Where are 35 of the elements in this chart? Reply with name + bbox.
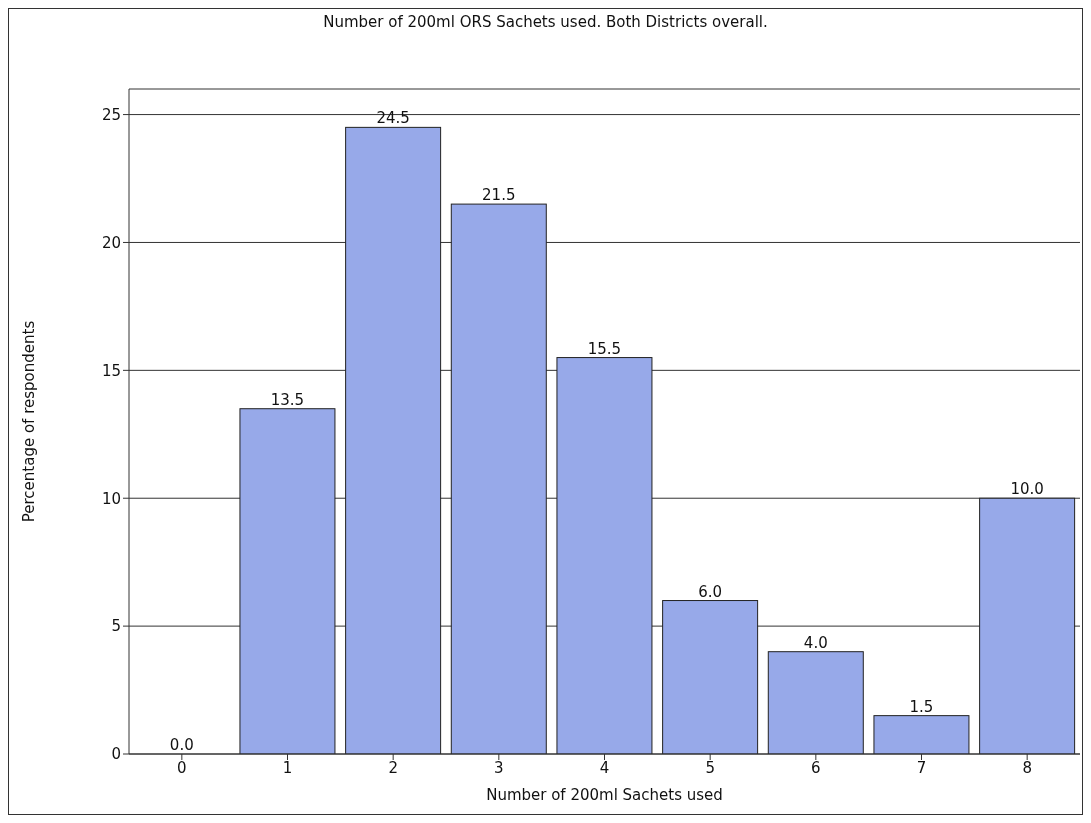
x-tick-label: 2 xyxy=(388,758,398,777)
y-axis-title: Percentage of respondents xyxy=(20,320,39,523)
bar xyxy=(662,600,759,754)
chart-title: Number of 200ml ORS Sachets used. Both Districts overall. xyxy=(322,13,769,31)
data-label: 13.5 xyxy=(270,390,305,409)
data-label: 0.0 xyxy=(169,736,194,754)
bar xyxy=(767,651,864,754)
x-tick-label: 8 xyxy=(1022,758,1032,777)
x-axis-title: Number of 200ml Sachets used xyxy=(486,786,723,804)
data-label: 15.5 xyxy=(587,339,622,358)
y-tick-label: 15 xyxy=(101,361,121,380)
x-tick-label: 7 xyxy=(916,758,927,777)
bar xyxy=(979,497,1076,754)
x-tick-label: 0 xyxy=(177,758,187,777)
y-tick-label: 25 xyxy=(101,105,121,124)
x-tick-label: 3 xyxy=(494,758,504,777)
data-label: 10.0 xyxy=(1010,480,1044,499)
bar xyxy=(345,126,442,754)
data-label: 6.0 xyxy=(698,582,723,601)
bar xyxy=(450,203,547,754)
bar xyxy=(239,408,336,754)
data-label: 1.5 xyxy=(909,697,934,716)
y-tick-label: 20 xyxy=(101,233,121,252)
bar xyxy=(873,715,970,754)
y-tick-label: 0 xyxy=(111,745,121,764)
x-tick-label: 5 xyxy=(705,758,715,777)
data-label: 4.0 xyxy=(803,633,828,652)
x-tick-label: 6 xyxy=(811,758,821,777)
y-tick-label: 5 xyxy=(111,617,121,636)
x-tick-label: 1 xyxy=(282,758,293,777)
y-tick-label: 10 xyxy=(101,489,121,508)
bar xyxy=(556,357,653,754)
x-tick-label: 4 xyxy=(599,758,610,777)
data-label: 24.5 xyxy=(376,109,410,128)
data-label: 21.5 xyxy=(482,186,516,205)
